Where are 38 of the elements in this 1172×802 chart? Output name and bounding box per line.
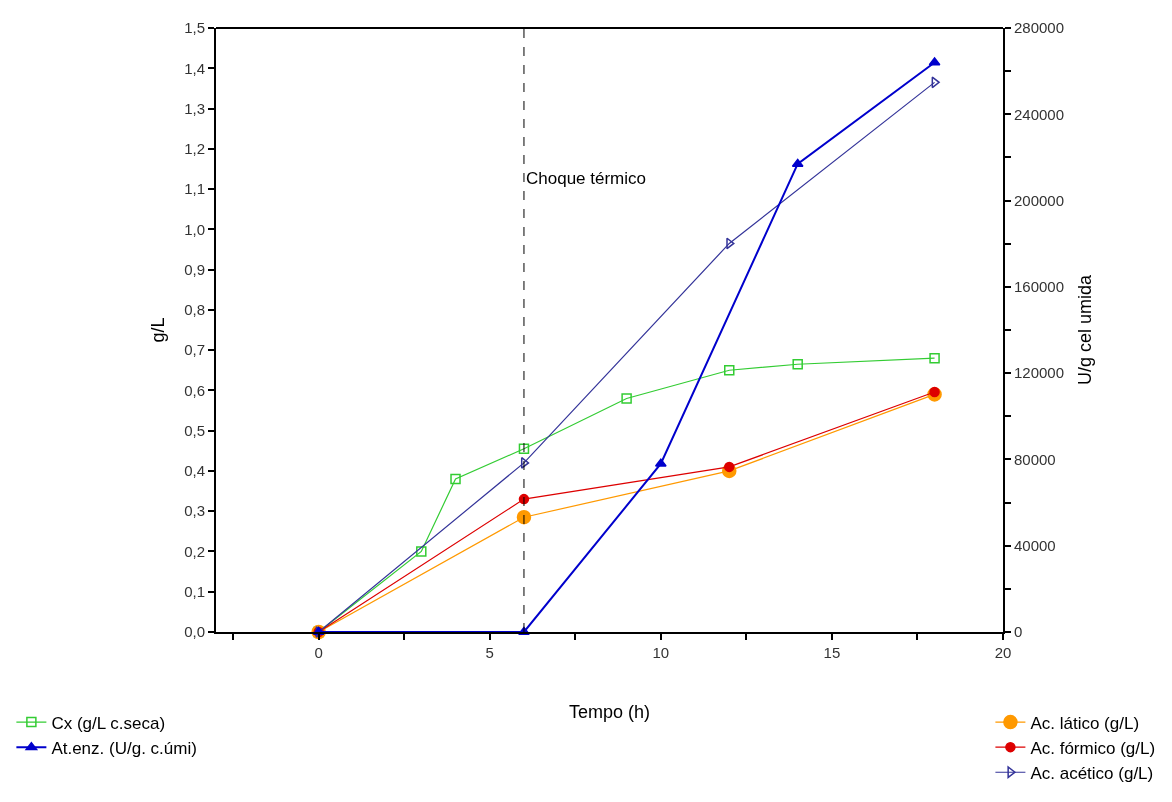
y-tick-label: 1,4 bbox=[184, 59, 205, 77]
y-axis-title: g/L bbox=[147, 317, 168, 343]
y2-tick-label: 40000 bbox=[1014, 536, 1056, 554]
x-tick-label: 5 bbox=[485, 644, 494, 661]
y-tick-label: 1,5 bbox=[184, 19, 205, 37]
x-axis-title: Tempo (h) bbox=[568, 701, 651, 722]
y-tick-label: 0,9 bbox=[184, 260, 205, 278]
y-tick-label: 0,5 bbox=[184, 421, 205, 439]
x-tick-label: 0 bbox=[314, 644, 323, 661]
y-tick-label: 0,3 bbox=[184, 502, 205, 520]
y2-tick-label: 0 bbox=[1014, 623, 1023, 641]
y-tick-label: 0,2 bbox=[184, 542, 205, 560]
y-tick-label: 0,8 bbox=[184, 301, 205, 319]
y2-tick-label: 160000 bbox=[1014, 278, 1065, 296]
legend-label: Ac. acético (g/L) bbox=[1030, 763, 1154, 783]
y-tick-label: 0,6 bbox=[184, 381, 205, 399]
y-tick-label: 0,7 bbox=[184, 341, 205, 359]
y-tick-label: 0,0 bbox=[184, 623, 205, 641]
y2-tick-label: 200000 bbox=[1014, 191, 1065, 209]
y-tick-label: 0,1 bbox=[184, 582, 205, 600]
x-tick-label: 20 bbox=[994, 644, 1012, 661]
x-tick-label: 15 bbox=[823, 644, 841, 661]
y-tick-label: 1,3 bbox=[184, 99, 205, 117]
x-tick-label: 10 bbox=[652, 644, 670, 661]
legend-label: Ac. lático (g/L) bbox=[1030, 713, 1140, 733]
legend-label: Ac. fórmico (g/L) bbox=[1030, 738, 1156, 758]
y2-axis-title: U/g cel umida bbox=[1074, 273, 1095, 386]
y-tick-label: 1,2 bbox=[184, 140, 205, 158]
y2-tick-label: 280000 bbox=[1014, 19, 1065, 37]
legend-label: Cx (g/L c.seca) bbox=[51, 713, 166, 733]
y2-tick-label: 80000 bbox=[1014, 450, 1056, 468]
y-tick-label: 1,0 bbox=[184, 220, 205, 238]
y2-tick-label: 240000 bbox=[1014, 105, 1065, 123]
y-tick-label: 0,4 bbox=[184, 462, 205, 480]
y-tick-label: 1,1 bbox=[184, 180, 205, 198]
ref-line-label: Choque térmico bbox=[526, 169, 647, 188]
legend-label: At.enz. (U/g. c.úmi) bbox=[51, 738, 197, 758]
y2-tick-label: 120000 bbox=[1014, 364, 1065, 382]
